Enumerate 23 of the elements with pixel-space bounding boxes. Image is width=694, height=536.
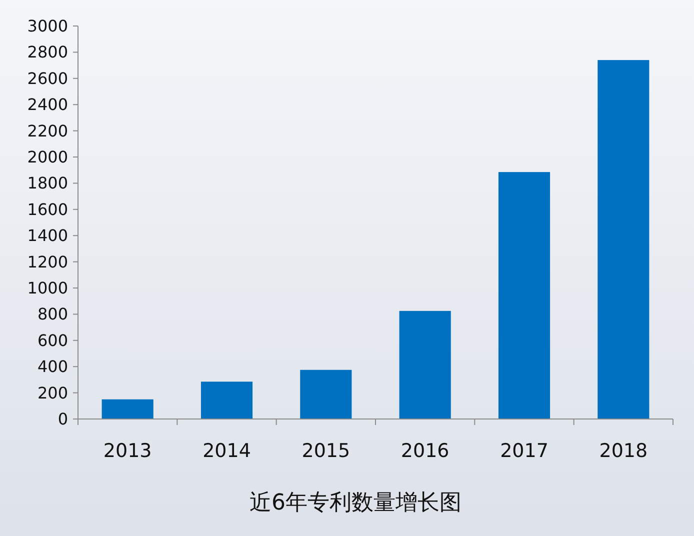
- y-tick-label: 3000: [27, 16, 68, 36]
- x-tick-label: 2018: [599, 440, 648, 462]
- y-tick-label: 200: [37, 383, 68, 402]
- y-tick-label: 600: [37, 330, 68, 350]
- x-tick-label: 2016: [400, 440, 450, 462]
- x-tick-label: 2013: [103, 440, 152, 462]
- y-tick-label: 2000: [27, 148, 68, 166]
- text: 近6年专利数量增长图: [250, 490, 462, 516]
- y-tick-label: 2800: [27, 42, 68, 62]
- y-tick-label: 2200: [27, 121, 68, 140]
- y-tick-label: 2400: [27, 95, 68, 114]
- y-tick-label: 400: [37, 357, 68, 376]
- y-tick-label: 1400: [27, 226, 68, 246]
- y-tick-label: 1600: [27, 200, 68, 219]
- x-tick-label: 2017: [500, 440, 548, 462]
- y-tick-label: 1200: [27, 252, 68, 272]
- y-tick-label: 1000: [27, 278, 68, 298]
- y-tick-label: 0: [58, 410, 68, 428]
- y-tick-label: 800: [37, 304, 68, 324]
- x-tick-label: 2015: [302, 440, 350, 462]
- y-tick-label: 1800: [27, 174, 68, 193]
- y-tick-label: 2600: [27, 68, 68, 88]
- x-tick-label: 2014: [202, 440, 251, 462]
